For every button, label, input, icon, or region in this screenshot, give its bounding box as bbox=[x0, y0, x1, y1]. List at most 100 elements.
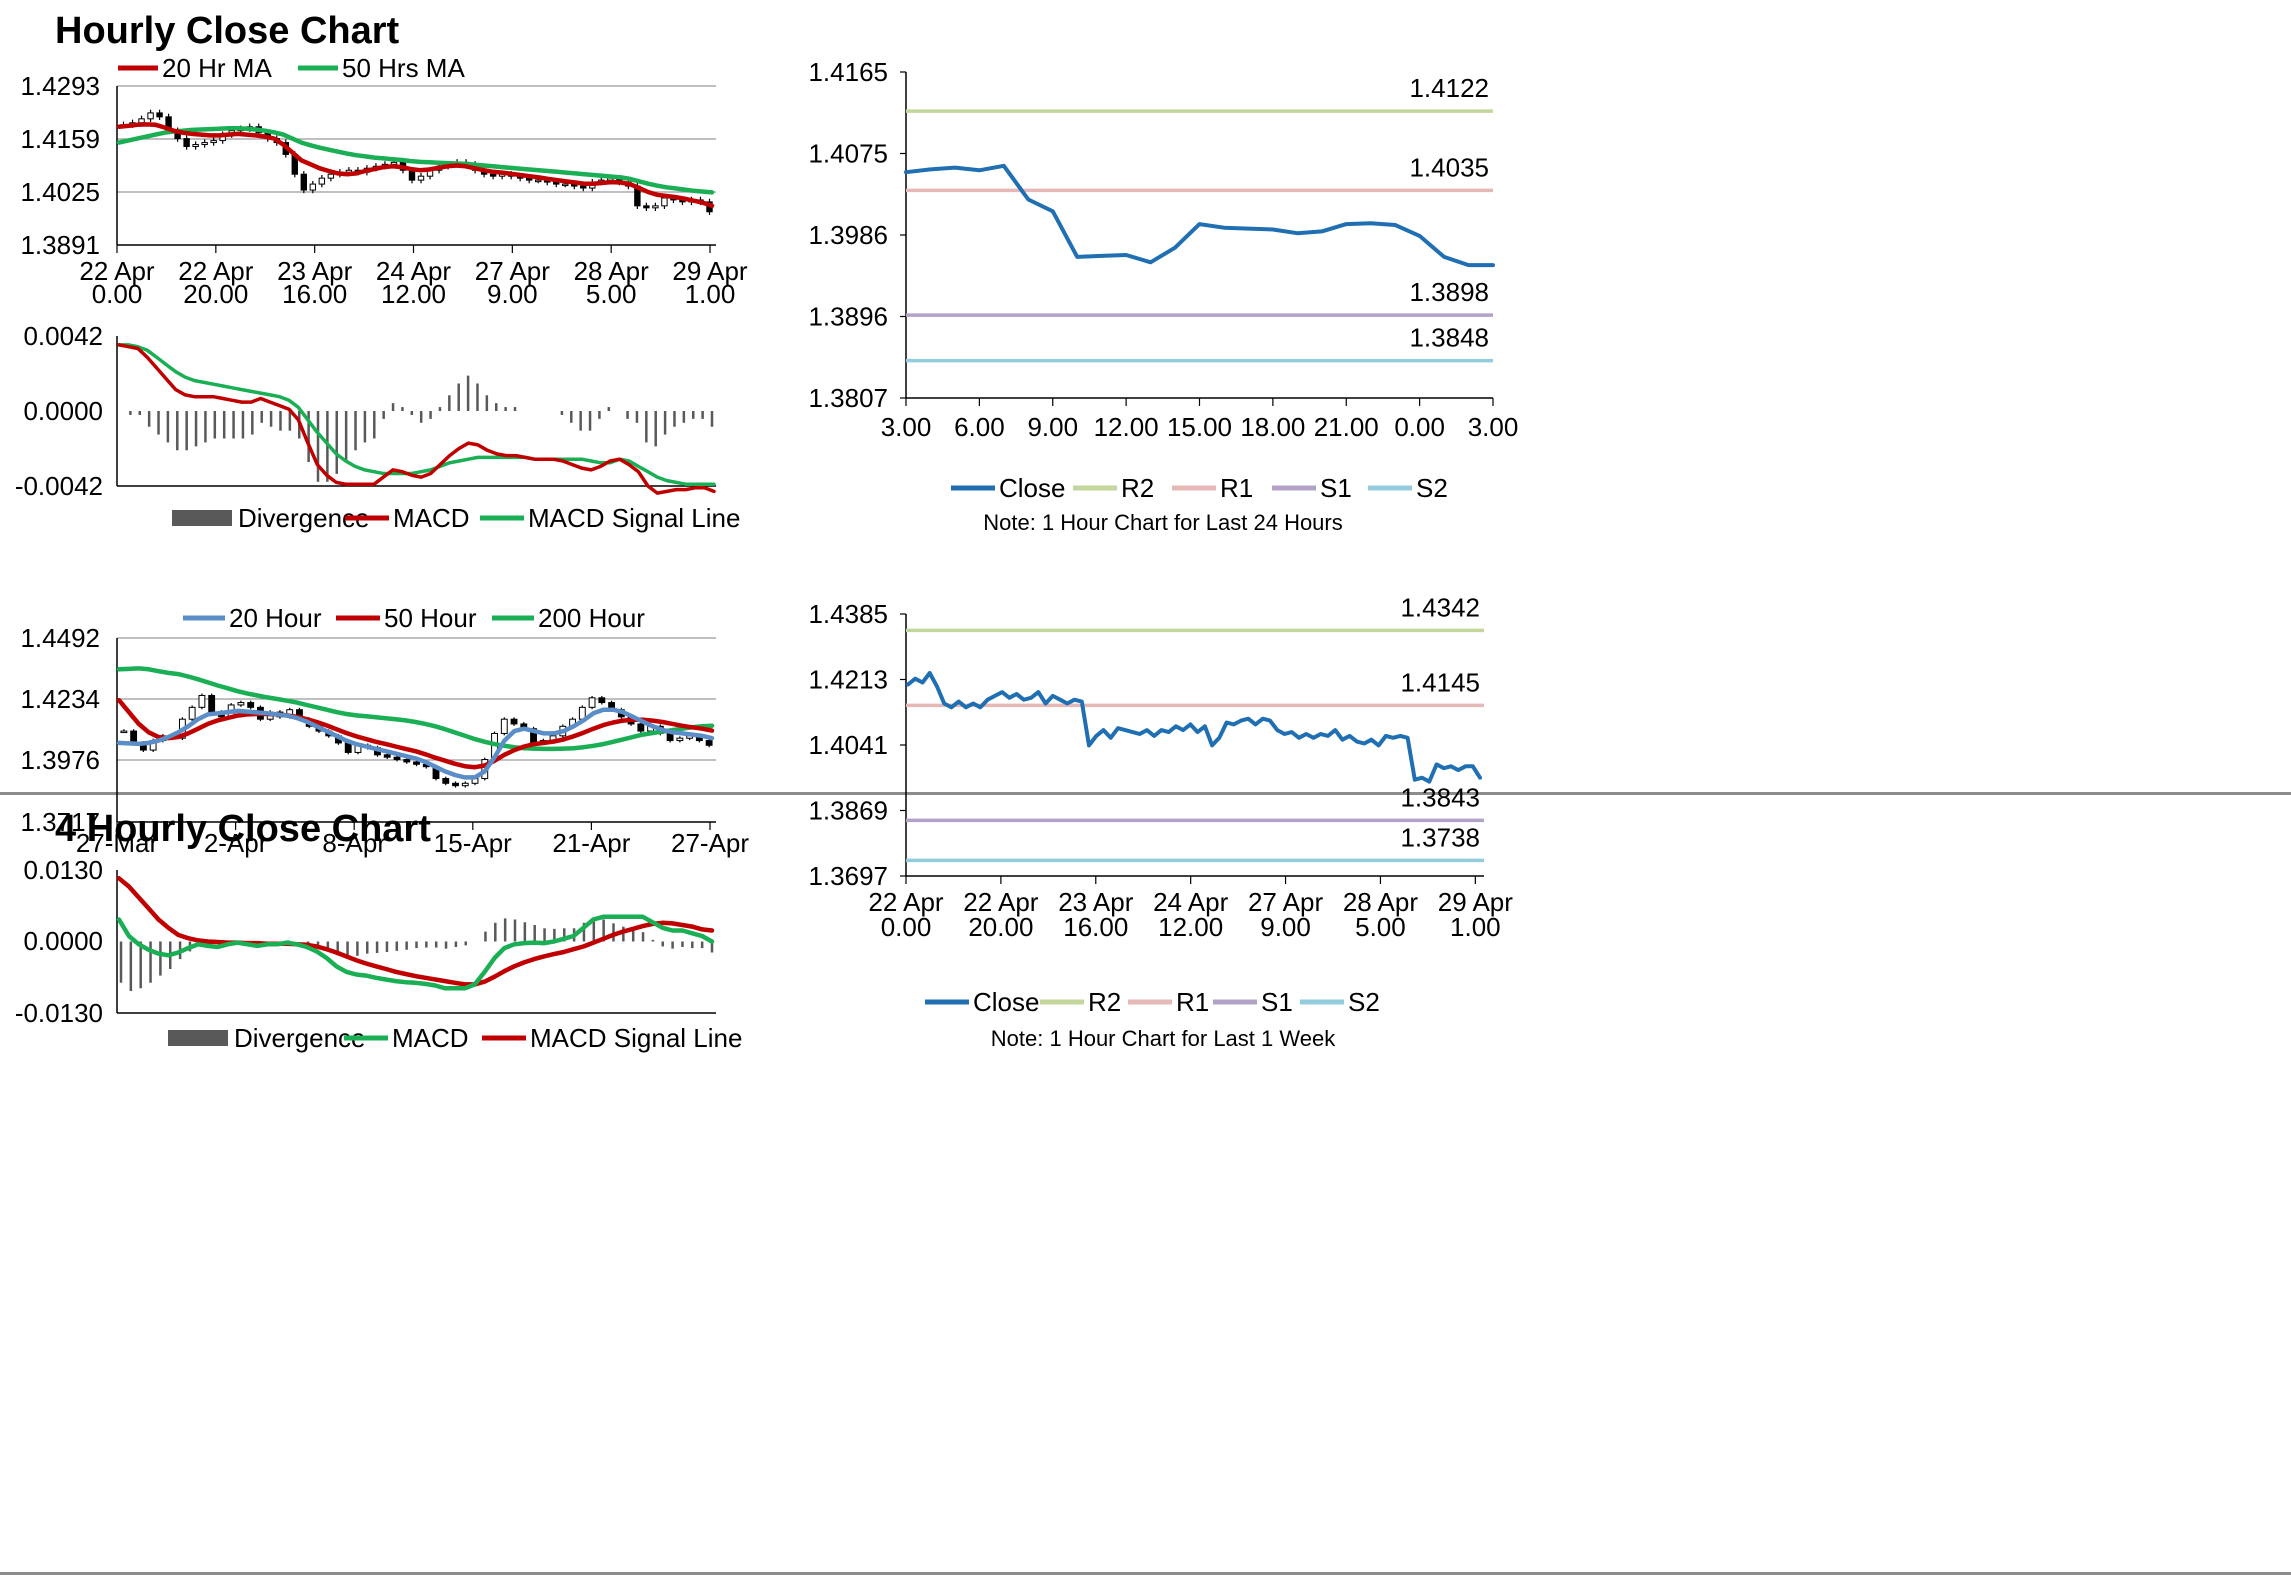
legend-macd-label: MACD bbox=[393, 503, 470, 533]
four-hourly-candle bbox=[452, 782, 459, 787]
close-1w-legend-s2-label: S2 bbox=[1348, 987, 1380, 1017]
close-24h-legend-r1-label: R1 bbox=[1220, 473, 1253, 503]
hourly-candles-xtick-hour: 0.00 bbox=[92, 279, 143, 309]
four-hourly-candle bbox=[676, 737, 684, 742]
close-24h-xtick: 12.00 bbox=[1094, 412, 1159, 442]
close-24h-xtick: 15.00 bbox=[1167, 412, 1232, 442]
close-24h-xtick: 21.00 bbox=[1314, 412, 1379, 442]
hourly-candle bbox=[309, 183, 317, 191]
close-24h-ytick: 1.3986 bbox=[808, 220, 888, 250]
legend-4h-macd-label: MACD bbox=[392, 1023, 469, 1053]
four-hourly-candle bbox=[705, 740, 713, 746]
close-24h-xtick: 3.00 bbox=[881, 412, 932, 442]
four-hourly-candle bbox=[461, 782, 469, 787]
close-24h-xtick: 18.00 bbox=[1240, 412, 1305, 442]
hourly-candles-xtick-date: 24 Apr bbox=[376, 256, 452, 286]
close-24h-xtick: 9.00 bbox=[1027, 412, 1078, 442]
legend-20-hour-label: 20 Hour bbox=[229, 603, 322, 633]
four-hourly-candle bbox=[500, 718, 508, 734]
close-1w-xtick-date: 22 Apr bbox=[963, 887, 1039, 917]
legend-divergence-swatch bbox=[172, 510, 232, 526]
hourly-macd-ytick: 0.0000 bbox=[23, 396, 103, 426]
close-1w-xtick-date: 29 Apr bbox=[1438, 887, 1514, 917]
close-1w-level-label-s1: 1.3843 bbox=[1400, 782, 1480, 812]
close-1w-xtick-date: 28 Apr bbox=[1343, 887, 1419, 917]
hourly-candles-ytick: 1.3891 bbox=[20, 230, 100, 260]
four-hourly-candle bbox=[442, 778, 450, 784]
four-hourly-candle bbox=[393, 756, 401, 761]
hourly-candle bbox=[643, 205, 650, 209]
close-24h-line bbox=[904, 163, 1495, 268]
hourly-candle bbox=[489, 173, 497, 177]
close-1w-xtick-hour: 20.00 bbox=[968, 912, 1033, 942]
close-1w-xtick-date: 27 Apr bbox=[1248, 887, 1324, 917]
four-hourly-xtick: 27-Apr bbox=[671, 828, 749, 858]
hourly-macd-line bbox=[117, 343, 716, 495]
hourly-candle bbox=[535, 179, 542, 183]
legend-4h-divergence-swatch bbox=[168, 1030, 228, 1046]
four-hourly-candles-ytick: 1.3717 bbox=[20, 807, 100, 837]
close-24h-legend-close-label: Close bbox=[999, 473, 1065, 503]
close-1w-ytick: 1.3697 bbox=[808, 861, 888, 891]
close-1w-xtick-date: 24 Apr bbox=[1153, 887, 1229, 917]
legend-macd-signal-label: MACD Signal Line bbox=[528, 503, 740, 533]
close-1w-level-label-r2: 1.4342 bbox=[1400, 592, 1480, 622]
hourly-candle bbox=[300, 173, 308, 191]
four-hourly-macd-ytick: -0.0130 bbox=[15, 998, 103, 1028]
close-1w-xtick-hour: 0.00 bbox=[881, 912, 932, 942]
hourly-candles-xtick-date: 22 Apr bbox=[79, 256, 155, 286]
four-hourly-ma200-line bbox=[116, 666, 715, 752]
close-1w-xtick-hour: 5.00 bbox=[1355, 912, 1406, 942]
hourly-candle bbox=[147, 112, 154, 120]
hourly-candles-xtick-date: 29 Apr bbox=[672, 256, 748, 286]
hourly-candles-xtick-date: 22 Apr bbox=[178, 256, 254, 286]
four-hourly-candle bbox=[120, 730, 128, 734]
hourly-candle bbox=[580, 185, 587, 189]
four-hourly-candle bbox=[637, 723, 645, 732]
four-hourly-candle bbox=[188, 706, 196, 720]
hourly-candles-xtick-hour: 12.00 bbox=[381, 279, 446, 309]
hourly-ma20-line bbox=[116, 122, 715, 209]
legend-20hr-ma-label: 20 Hr MA bbox=[162, 53, 272, 83]
hourly-candle bbox=[417, 175, 425, 181]
four-hourly-macd-ytick: 0.0000 bbox=[23, 926, 103, 956]
close-1w-line bbox=[906, 671, 1482, 784]
hourly-candles-xtick-date: 27 Apr bbox=[475, 256, 551, 286]
four-hourly-candle bbox=[247, 702, 255, 708]
legend-4h-divergence-label: Divergence bbox=[234, 1023, 366, 1053]
close-1w-level-label-s2: 1.3738 bbox=[1400, 822, 1480, 852]
close-24h-level-label-r2: 1.4122 bbox=[1409, 73, 1489, 103]
close-24h-xtick: 6.00 bbox=[954, 412, 1005, 442]
close-24h-ytick: 1.4165 bbox=[808, 57, 888, 87]
close-1w-xtick-hour: 16.00 bbox=[1063, 912, 1128, 942]
four-hourly-candle bbox=[237, 702, 245, 706]
hourly-candles-ytick: 1.4159 bbox=[20, 124, 100, 154]
legend-200-hour-label: 200 Hour bbox=[538, 603, 645, 633]
four-hourly-macd-ytick: 0.0130 bbox=[23, 855, 103, 885]
close-1w-ytick: 1.4385 bbox=[808, 599, 888, 629]
hourly-candle bbox=[192, 144, 199, 148]
close-1w-ytick: 1.4213 bbox=[808, 665, 888, 695]
four-hourly-ma50-line bbox=[116, 697, 715, 770]
close-1w-xtick-date: 22 Apr bbox=[868, 887, 944, 917]
four-hourly-xtick: 27-Mar bbox=[76, 828, 159, 858]
hourly-candles-xtick-hour: 5.00 bbox=[586, 279, 637, 309]
close-24h-level-label-s2: 1.3848 bbox=[1409, 323, 1489, 353]
legend-4h-macd-signal-label: MACD Signal Line bbox=[530, 1023, 742, 1053]
close-24h-ytick: 1.3896 bbox=[808, 302, 888, 332]
hourly-candle bbox=[156, 112, 163, 118]
four-hourly-macd-line bbox=[116, 914, 715, 991]
close-1w-xtick-hour: 9.00 bbox=[1260, 912, 1311, 942]
close-1w-level-label-r1: 1.4145 bbox=[1400, 667, 1480, 697]
four-hourly-candle bbox=[588, 697, 596, 708]
close-24h-ytick: 1.3807 bbox=[808, 383, 888, 413]
hourly-ma50-line bbox=[116, 126, 715, 195]
close-1w-legend-s1-label: S1 bbox=[1261, 987, 1293, 1017]
four-hourly-candle bbox=[510, 718, 518, 725]
hourly-candles-xtick-hour: 16.00 bbox=[282, 279, 347, 309]
hourly-macd-ytick: -0.0042 bbox=[15, 471, 103, 501]
hourly-candles-xtick-date: 23 Apr bbox=[277, 256, 353, 286]
legend-50hrs-ma-label: 50 Hrs MA bbox=[342, 53, 465, 83]
four-hourly-candles-ytick: 1.4492 bbox=[20, 623, 100, 653]
four-hourly-candles-ytick: 1.4234 bbox=[20, 684, 100, 714]
